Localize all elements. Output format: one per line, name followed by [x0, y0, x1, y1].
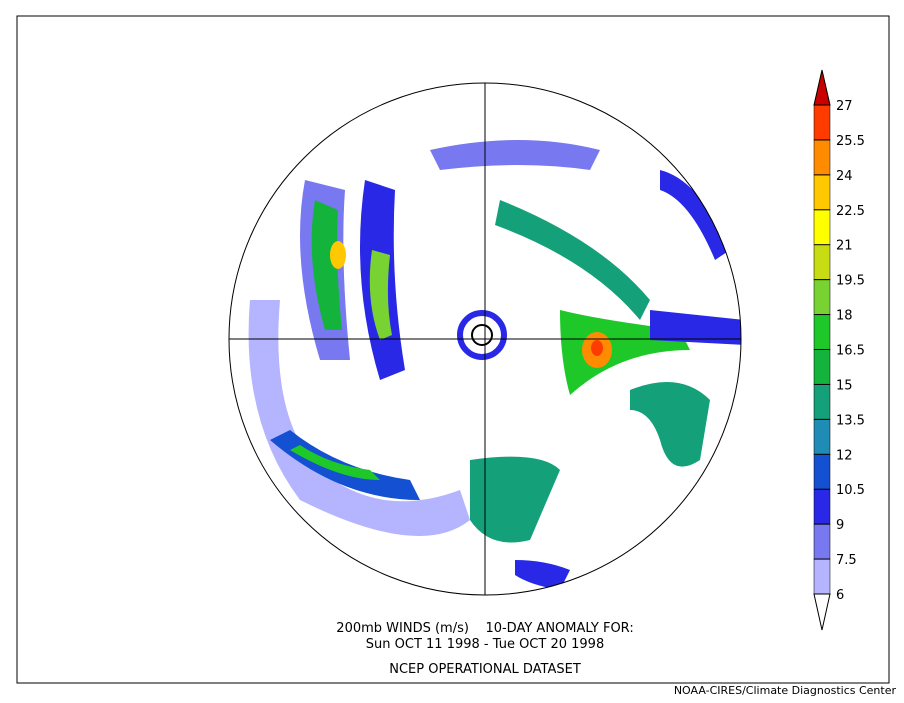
- polar-map: [228, 82, 742, 596]
- color-band: [813, 104, 831, 141]
- tick-label: 16.5: [836, 344, 865, 359]
- color-band: [813, 139, 831, 176]
- tick-label: 21: [836, 239, 853, 254]
- caption-line: Sun OCT 11 1998 - Tue OCT 20 1998: [366, 637, 604, 652]
- tick-label: 7.5: [836, 553, 857, 568]
- credit: NOAA-CIRES/Climate Diagnostics Center: [674, 684, 897, 697]
- color-band: [813, 349, 831, 385]
- tick-label: 27: [836, 99, 853, 114]
- tick-label: 19.5: [836, 274, 865, 289]
- color-band: [813, 419, 831, 455]
- wind-anomaly-fields: [248, 140, 741, 590]
- color-band: [813, 523, 831, 560]
- color-band: [813, 209, 831, 245]
- color-band: [813, 384, 831, 420]
- color-band: [813, 488, 831, 525]
- tick-label: 15: [836, 378, 853, 393]
- tick-label: 24: [836, 169, 853, 184]
- caption-line: NCEP OPERATIONAL DATASET: [389, 662, 581, 677]
- color-band: [813, 593, 831, 631]
- tick-label: 25.5: [836, 134, 865, 149]
- tick-label: 6: [836, 588, 844, 603]
- color-band: [813, 314, 831, 350]
- color-band: [813, 69, 831, 106]
- tick-label: 18: [836, 309, 853, 324]
- color-band: [813, 558, 831, 595]
- color-band: [813, 279, 831, 315]
- color-band: [813, 244, 831, 280]
- color-band: [813, 174, 831, 211]
- tick-label: 10.5: [836, 483, 865, 498]
- tick-label: 13.5: [836, 413, 865, 428]
- tick-label: 9: [836, 518, 844, 533]
- color-band: [813, 454, 831, 490]
- tick-label: 12: [836, 448, 853, 463]
- frame: [16, 15, 890, 684]
- tick-label: 22.5: [836, 204, 865, 219]
- caption-line: 200mb WINDS (m/s) 10-DAY ANOMALY FOR:: [336, 621, 633, 636]
